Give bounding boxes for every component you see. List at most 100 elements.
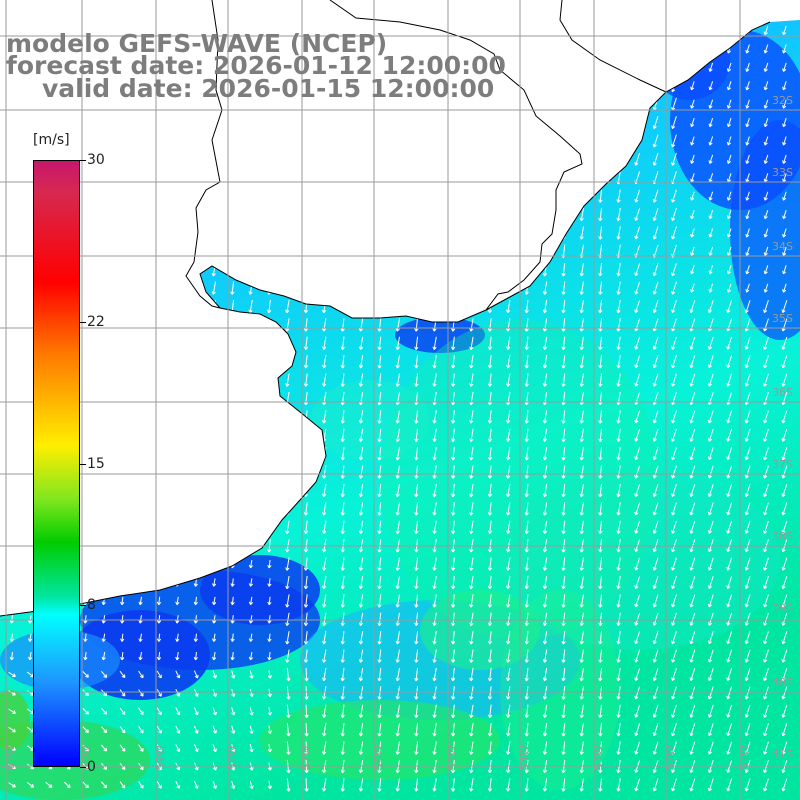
wind-arrow [358,428,364,442]
wind-arrow [782,283,787,293]
wind-arrow [671,373,677,387]
wind-arrow [469,612,474,626]
wind-arrow [763,410,769,424]
wind-arrow [763,355,769,369]
wind-arrow [782,117,787,128]
wind-arrow [82,781,89,789]
wind-arrow [487,520,493,534]
wind-arrow [707,576,714,589]
colorbar-tick-label: 30 [87,152,105,168]
wind-arrow [451,410,456,424]
wind-arrow [763,246,769,256]
wind-arrow [745,136,750,146]
wind-arrow [708,283,714,293]
wind-arrow [561,686,566,700]
wind-arrow [138,615,143,624]
wind-arrow [487,355,493,369]
wind-arrow [414,465,419,479]
wind-arrow [469,741,474,755]
wind-arrow [726,502,733,516]
wind-arrow [542,483,548,498]
wind-arrow [487,336,493,350]
wind-arrow [451,355,456,369]
wind-arrow [598,336,603,350]
wind-arrow [414,336,419,350]
wind-arrow [616,741,621,755]
wind-arrow [616,557,621,571]
wind-arrow [781,649,788,663]
longitude-label: 61W [4,745,17,770]
wind-arrow [689,612,696,626]
wind-arrow [231,744,236,753]
wind-arrow [119,707,126,715]
colorbar-tick-label: 22 [87,313,105,330]
coastline [0,21,771,617]
wind-arrow [616,520,621,534]
wind-arrow [652,686,659,700]
wind-arrow [358,778,364,792]
wind-arrow [249,688,254,698]
wind-arrow [119,744,126,752]
wind-arrow [414,594,419,608]
wind-arrow [395,428,400,442]
wind-arrow [451,631,456,645]
wind-arrow [579,667,584,682]
wind-arrow [212,688,217,697]
wind-arrow [671,649,677,663]
wind-arrow [726,447,733,461]
wind-arrow [432,410,437,424]
wind-arrow [524,299,529,314]
wind-arrow [689,631,696,645]
wind-arrow [782,228,787,238]
wind-arrow [542,428,548,442]
wind-arrow [634,520,641,534]
wind-arrow [469,318,474,332]
wind-arrow [690,191,695,201]
wind-arrow [432,465,437,479]
wind-arrow [634,704,641,718]
wind-arrow [616,355,621,369]
wind-arrow [524,336,529,350]
wind-arrow [561,336,566,350]
wind-arrow [524,594,529,608]
wind-arrow [542,299,548,314]
wind-arrow [249,743,254,753]
wind-arrow [377,483,382,498]
wind-arrow [561,704,566,718]
wind-arrow [267,596,272,606]
wind-arrow [83,633,88,642]
title-forecast-date: forecast date: 2026-01-12 12:00:00 [6,51,506,80]
longitude-label: 57W [300,745,313,770]
wind-arrow [101,781,108,789]
wind-arrow [763,465,769,479]
wind-arrow [175,781,181,789]
wind-arrow [101,744,108,752]
wind-arrow [487,447,493,461]
wind-arrow [358,686,364,700]
wind-arrow [322,723,327,737]
wind-arrow [726,594,733,608]
wind-arrow [781,741,788,755]
wind-arrow [414,723,419,737]
wind-arrow [506,502,511,516]
wind-arrow [340,667,345,682]
wind-arrow [414,686,419,700]
wind-arrow [138,725,144,734]
wind-arrow [340,649,345,663]
wind-arrow [726,484,733,497]
wind-arrow [634,612,641,626]
wind-arrow [652,704,659,718]
wind-arrow [634,594,641,608]
wind-arrow [707,723,714,737]
wind-arrow [744,741,751,755]
wind-arrow [506,428,511,442]
wind-arrow [175,633,180,642]
wind-arrow [230,615,235,624]
wind-arrow [120,596,125,606]
wind-arrow [781,557,788,571]
wind-arrow [156,651,162,661]
wind-arrow [579,723,584,737]
wind-arrow [726,778,733,792]
wind-arrow [707,704,714,718]
wind-arrow [414,667,419,682]
